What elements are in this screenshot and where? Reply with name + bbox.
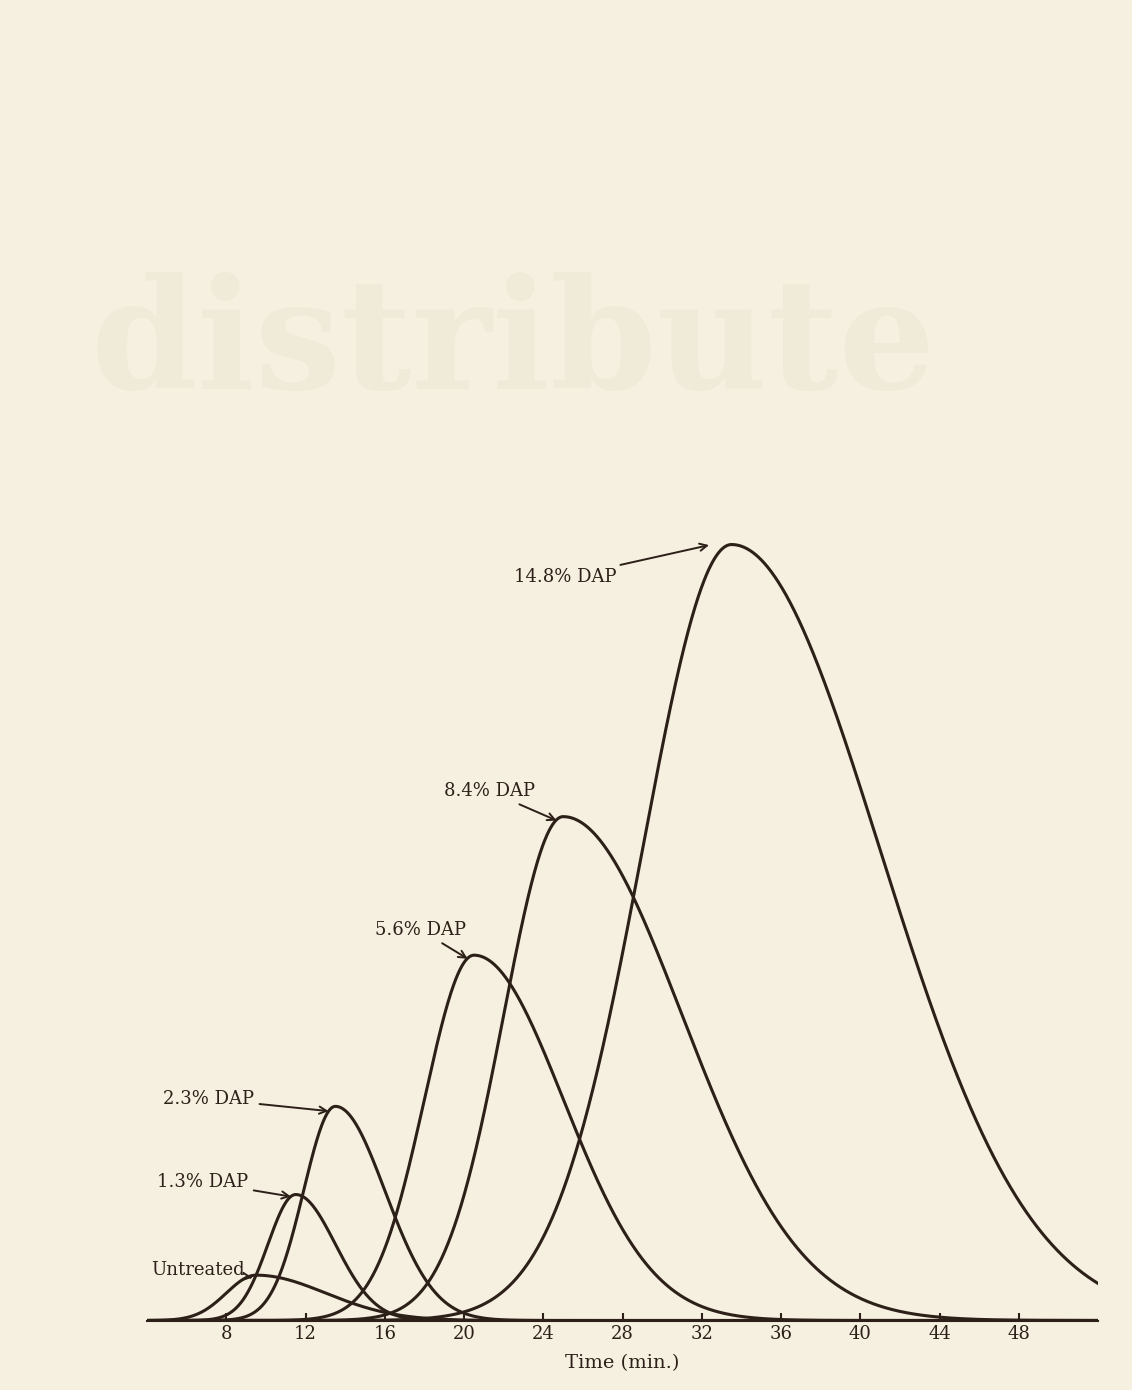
Text: Untreated: Untreated: [152, 1261, 250, 1280]
Text: 2.3% DAP: 2.3% DAP: [163, 1090, 326, 1113]
Text: 5.6% DAP: 5.6% DAP: [375, 922, 466, 958]
X-axis label: Time (min.): Time (min.): [565, 1354, 680, 1372]
Text: 8.4% DAP: 8.4% DAP: [444, 783, 555, 820]
Text: 1.3% DAP: 1.3% DAP: [157, 1173, 289, 1198]
Text: distribute: distribute: [91, 272, 936, 421]
Text: 14.8% DAP: 14.8% DAP: [514, 543, 706, 587]
